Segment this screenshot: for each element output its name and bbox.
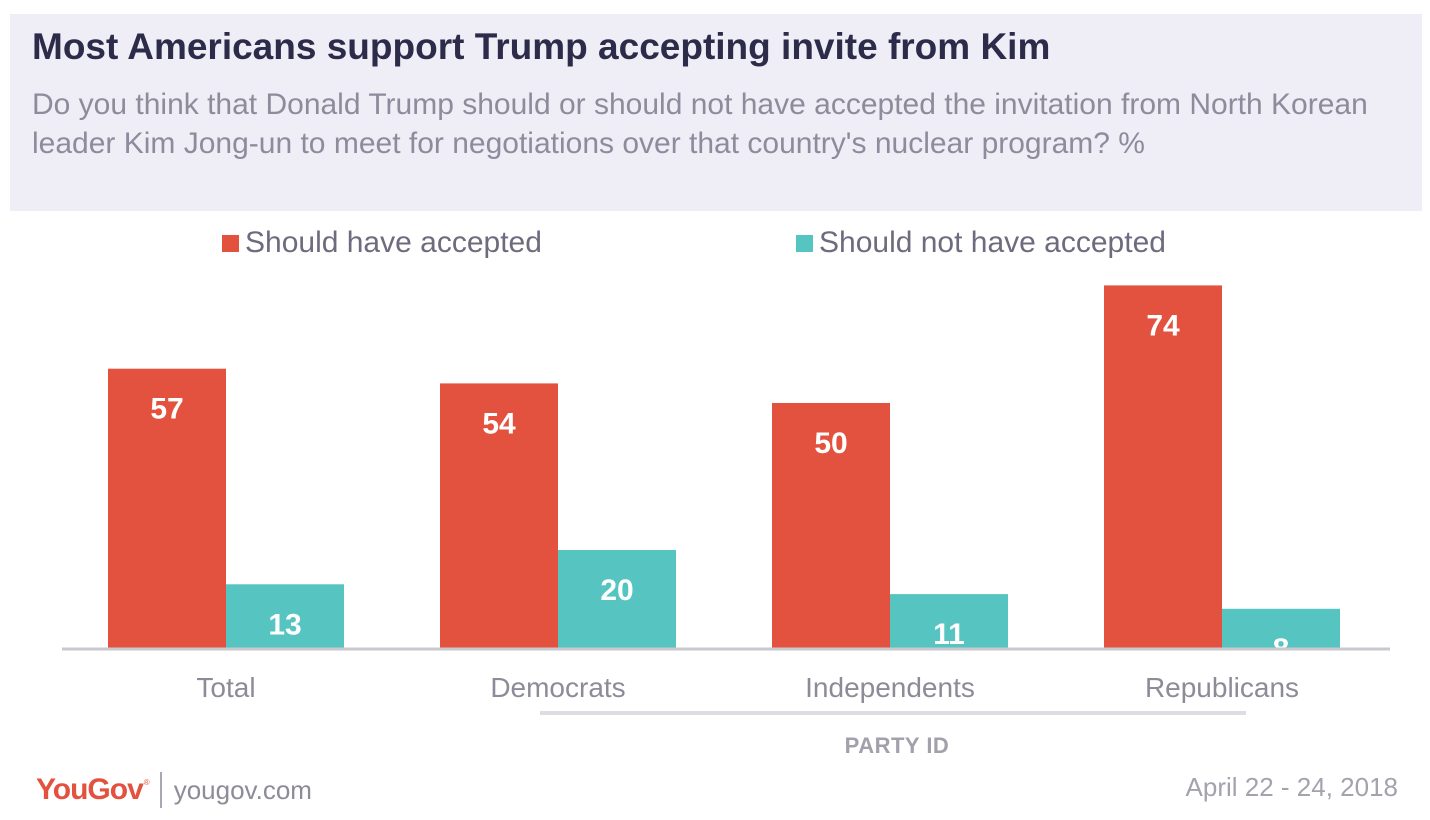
category-label-independents: Independents [805, 672, 975, 703]
header-panel: Most Americans support Trump accepting i… [10, 14, 1422, 211]
data-label-should-have-accepted-independents: 50 [814, 427, 847, 460]
yougov-logo: YouGov ® yougov.com [36, 772, 312, 808]
bar-should-have-accepted-total [108, 368, 226, 648]
logo-trademark: ® [143, 778, 150, 787]
bar-should-not-have-accepted-total [226, 584, 344, 648]
legend-item-should-not: Should not have accepted [796, 226, 1166, 260]
data-label-should-not-have-accepted-total: 13 [268, 608, 301, 641]
bar-should-not-have-accepted-republicans [1222, 608, 1340, 648]
legend-swatch-should [222, 234, 239, 252]
legend-label-should: Should have accepted [245, 226, 542, 259]
legend-label-should-not: Should not have accepted [819, 226, 1166, 259]
chart-title: Most Americans support Trump accepting i… [32, 26, 1051, 67]
data-label-should-have-accepted-total: 57 [150, 393, 183, 426]
bar-should-have-accepted-independents [772, 403, 890, 648]
footer-date: April 22 - 24, 2018 [1185, 772, 1398, 802]
bar-should-have-accepted-democrats [440, 383, 558, 648]
category-label-republicans: Republicans [1145, 672, 1299, 703]
bar-should-have-accepted-republicans [1104, 285, 1222, 648]
logo-wordmark: YouGov [36, 773, 144, 806]
bar-should-not-have-accepted-independents [890, 594, 1008, 648]
footer-url: yougov.com [173, 774, 312, 805]
bar-should-not-have-accepted-democrats [558, 550, 676, 648]
chart-legend: Should have accepted Should not have acc… [0, 226, 1430, 266]
data-label-should-have-accepted-republicans: 74 [1146, 309, 1180, 342]
legend-swatch-should-not [796, 234, 813, 252]
data-label-should-have-accepted-democrats: 54 [482, 407, 516, 440]
data-label-should-not-have-accepted-democrats: 20 [600, 574, 633, 607]
category-label-total: Total [196, 672, 255, 703]
chart-subtitle: Do you think that Donald Trump should or… [32, 88, 1368, 160]
group-label-party-id: PARTY ID [844, 733, 950, 758]
legend-item-should: Should have accepted [222, 226, 542, 260]
logo-divider [159, 772, 162, 808]
category-label-democrats: Democrats [490, 672, 625, 703]
data-label-should-not-have-accepted-independents: 11 [933, 618, 965, 651]
